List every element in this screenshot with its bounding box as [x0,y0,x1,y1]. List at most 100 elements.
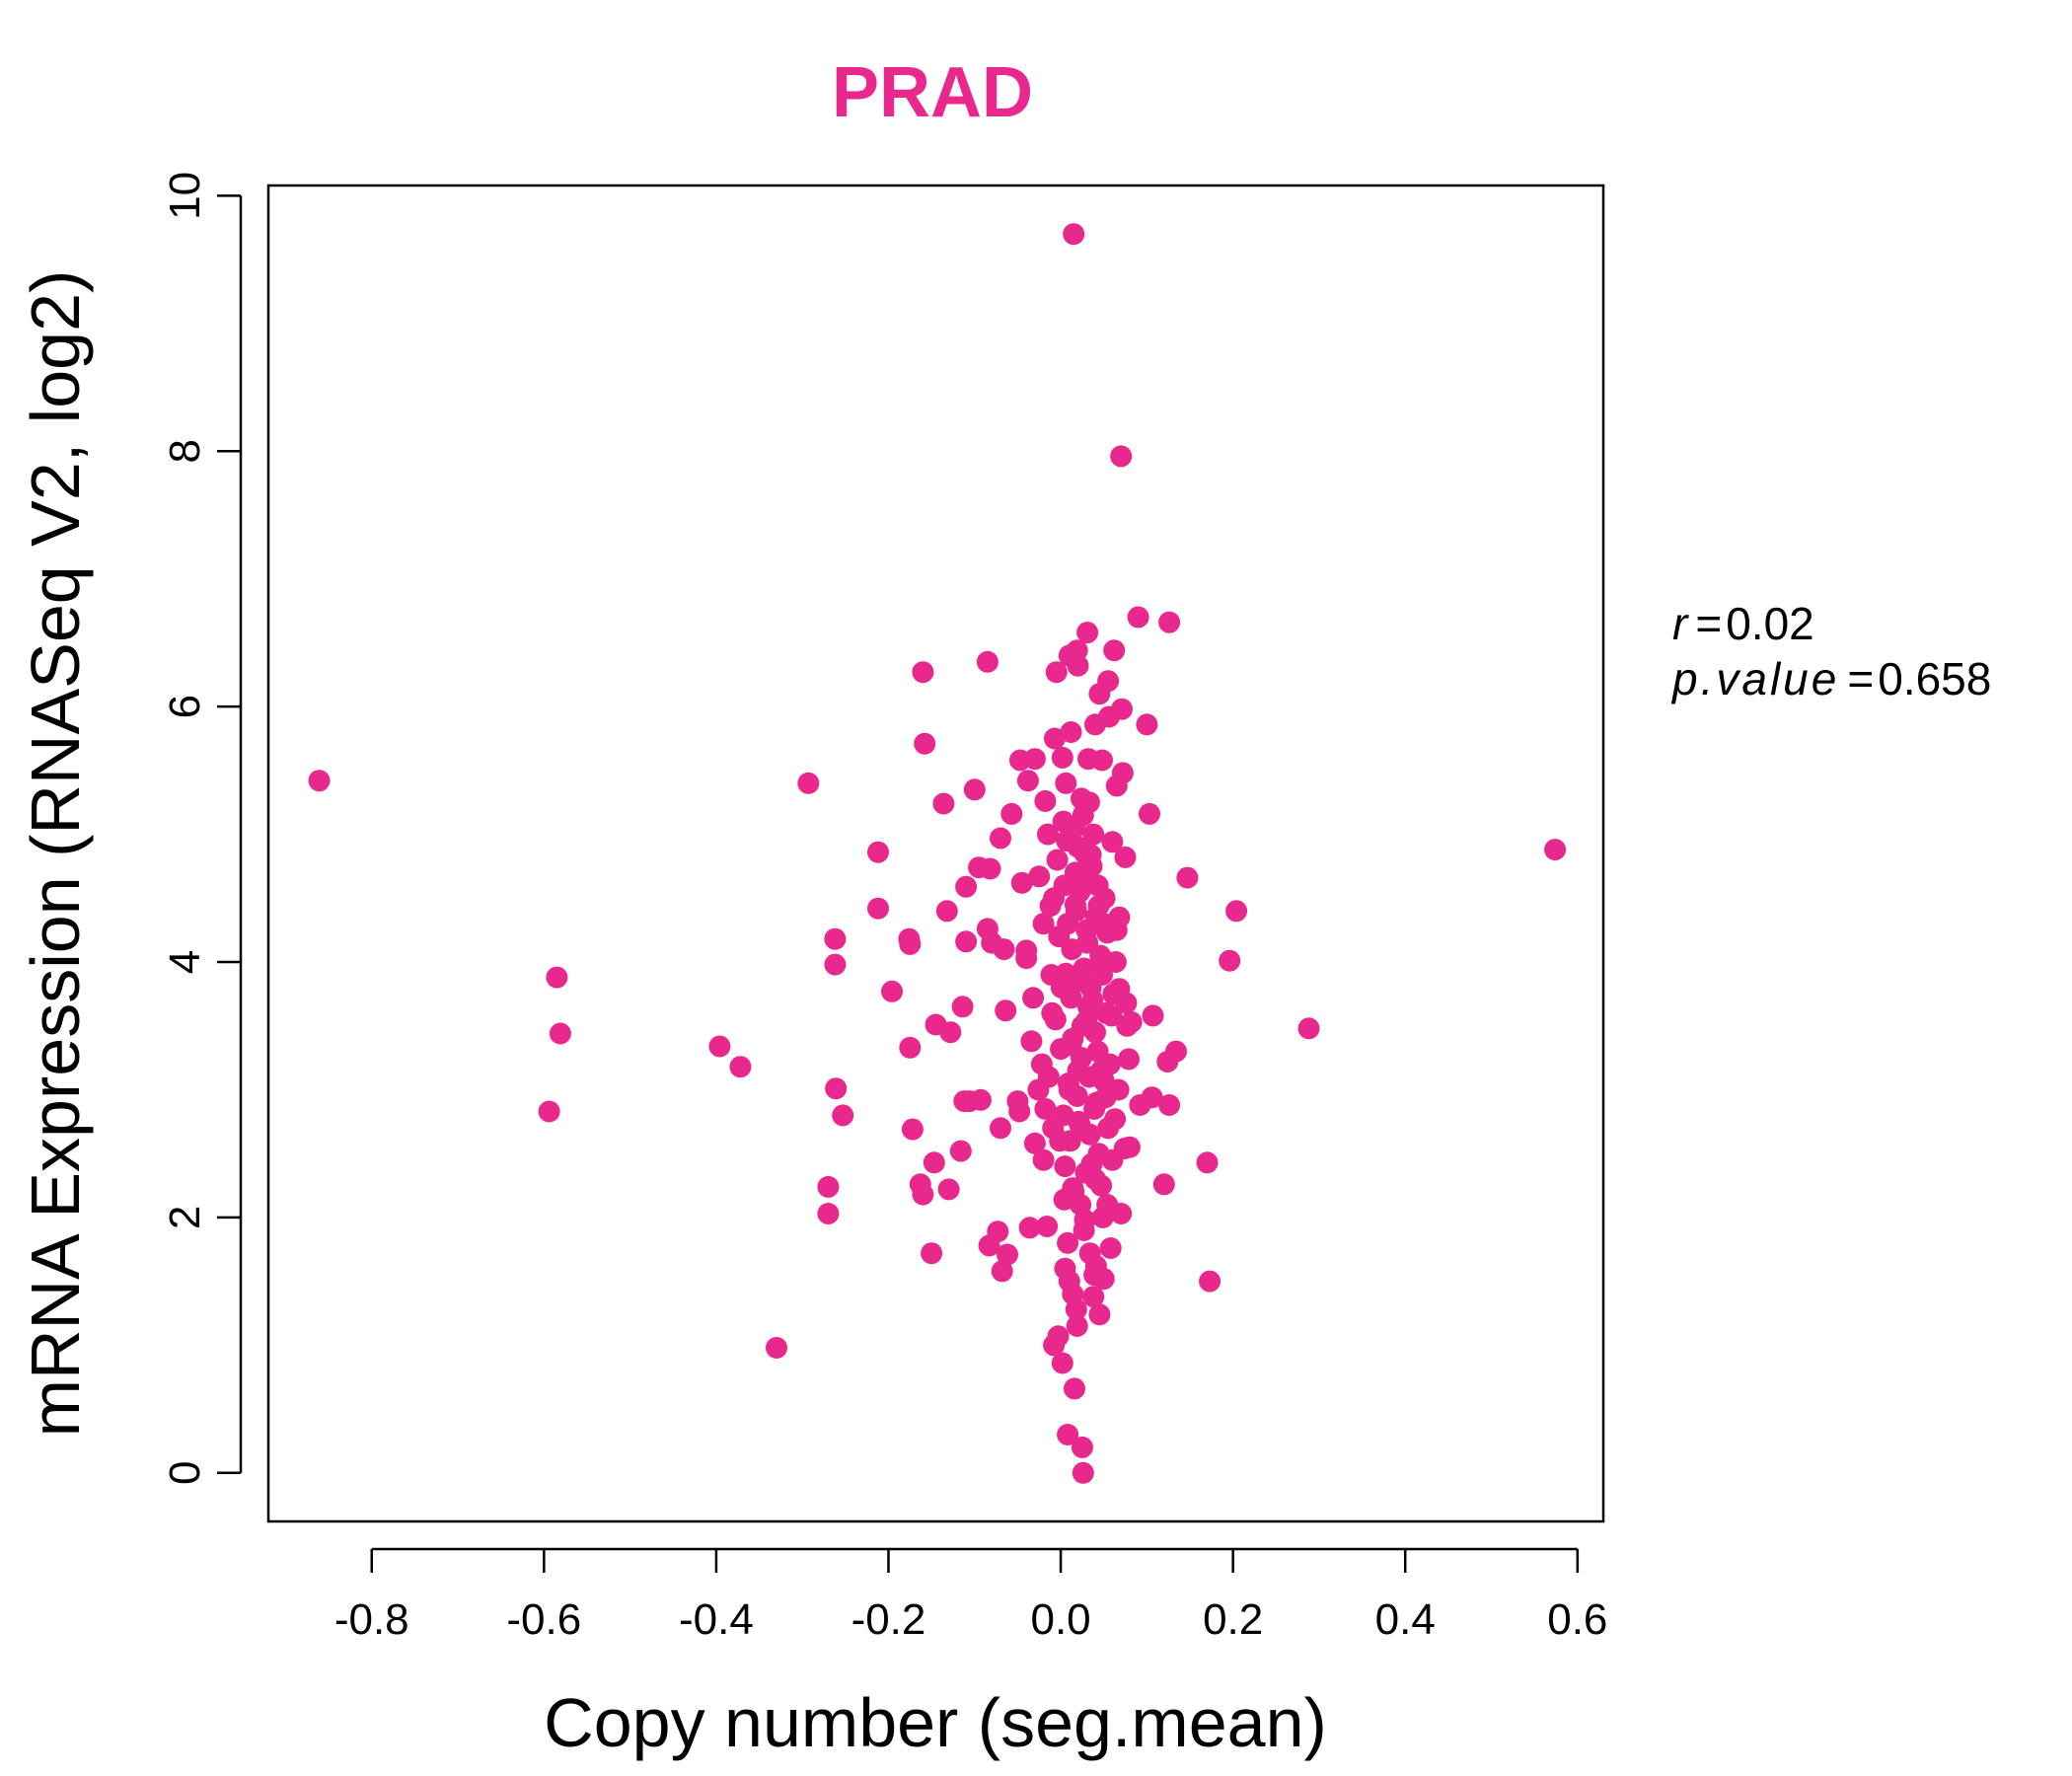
p-annotation: p.value =0.658 [1670,653,1991,704]
data-point [1053,874,1075,897]
data-point [923,1151,945,1174]
data-point [1016,770,1039,792]
data-point [914,732,936,755]
data-point [1127,606,1149,629]
data-point [1068,1110,1090,1133]
data-point [824,927,847,950]
data-point [899,932,922,955]
data-point [1057,1231,1079,1254]
data-point [1088,957,1111,980]
data-point [1023,748,1046,771]
data-point [955,930,978,953]
data-point [1095,1001,1118,1024]
data-point [1032,913,1055,935]
data-point [817,1203,840,1224]
data-point [990,827,1011,850]
y-tick-label: 6 [161,695,209,718]
data-point [939,1021,962,1044]
data-point [997,1243,1018,1266]
data-point [546,966,568,989]
data-point [1165,1040,1187,1063]
data-point [1086,874,1109,897]
data-point [817,1175,840,1198]
x-tick-label: -0.6 [506,1595,581,1644]
data-point [1073,957,1095,980]
data-point [1020,1030,1043,1053]
data-point [932,792,955,815]
data-point [1034,1097,1057,1120]
data-point [1082,1286,1105,1308]
data-point [1083,1264,1106,1287]
x-tick-label: -0.4 [679,1595,754,1644]
r-value: 0.02 [1726,598,1814,649]
data-point [1158,611,1181,633]
data-point [881,980,903,1002]
data-point [912,1183,934,1206]
data-point [1054,1257,1076,1280]
data-point [1101,1148,1124,1171]
x-tick-label: 0.0 [1030,1595,1090,1644]
points-layer [308,223,1567,1484]
data-point [1219,949,1241,972]
data-point [1111,762,1134,784]
data-point [825,1077,848,1100]
data-point [1111,698,1133,720]
data-point [1101,831,1124,853]
data-point [538,1100,560,1123]
data-point [1073,1219,1095,1241]
data-point [979,857,1001,880]
p-value: 0.658 [1878,653,1991,704]
data-point [1064,893,1086,916]
data-point [1018,1217,1041,1239]
data-point [1196,1151,1219,1174]
x-tick-label: -0.8 [334,1595,409,1644]
data-point [935,900,958,923]
data-point [1008,1100,1031,1123]
data-point [1072,1461,1094,1484]
stats-annotation: r =0.02 p.value =0.658 [1670,598,1991,704]
x-tick-label: 0.4 [1375,1595,1436,1644]
data-point [1066,1314,1088,1337]
data-point [832,1104,854,1127]
data-point [1064,1377,1085,1400]
data-point [1158,1094,1181,1116]
data-point [1088,1303,1111,1326]
data-point [1297,1017,1320,1040]
data-point [1120,1010,1143,1033]
data-point [1036,1216,1059,1237]
data-point [1062,1283,1084,1305]
data-point [1055,772,1077,794]
data-point [969,1088,992,1111]
data-point [1022,987,1045,1009]
data-point [1058,1078,1080,1101]
data-point [1108,906,1131,928]
data-point [1051,1352,1073,1374]
data-point [1063,1181,1085,1203]
data-point [1102,983,1125,1005]
data-point [991,1260,1013,1283]
data-point [1099,1237,1122,1259]
data-point [867,841,889,863]
p-equals: = [1847,653,1874,704]
y-tick-label: 0 [161,1461,209,1485]
data-point [549,1022,571,1045]
data-point [921,1242,943,1265]
data-point [1083,1097,1106,1120]
data-point [1090,1060,1113,1082]
data-point [1044,1008,1067,1031]
y-tick-label: 4 [161,950,209,974]
data-point [1104,951,1127,973]
data-point [995,999,1017,1022]
data-point [1077,791,1100,814]
data-point [1023,1132,1046,1154]
data-point [1141,1086,1163,1109]
data-point [824,953,847,976]
data-point [937,1178,960,1201]
data-point [1084,1168,1106,1191]
x-tick-label: 0.6 [1547,1595,1607,1644]
data-point [1015,947,1038,970]
r-annotation: r =0.02 [1672,598,1814,649]
data-point [899,1036,922,1059]
data-point [1040,964,1063,986]
